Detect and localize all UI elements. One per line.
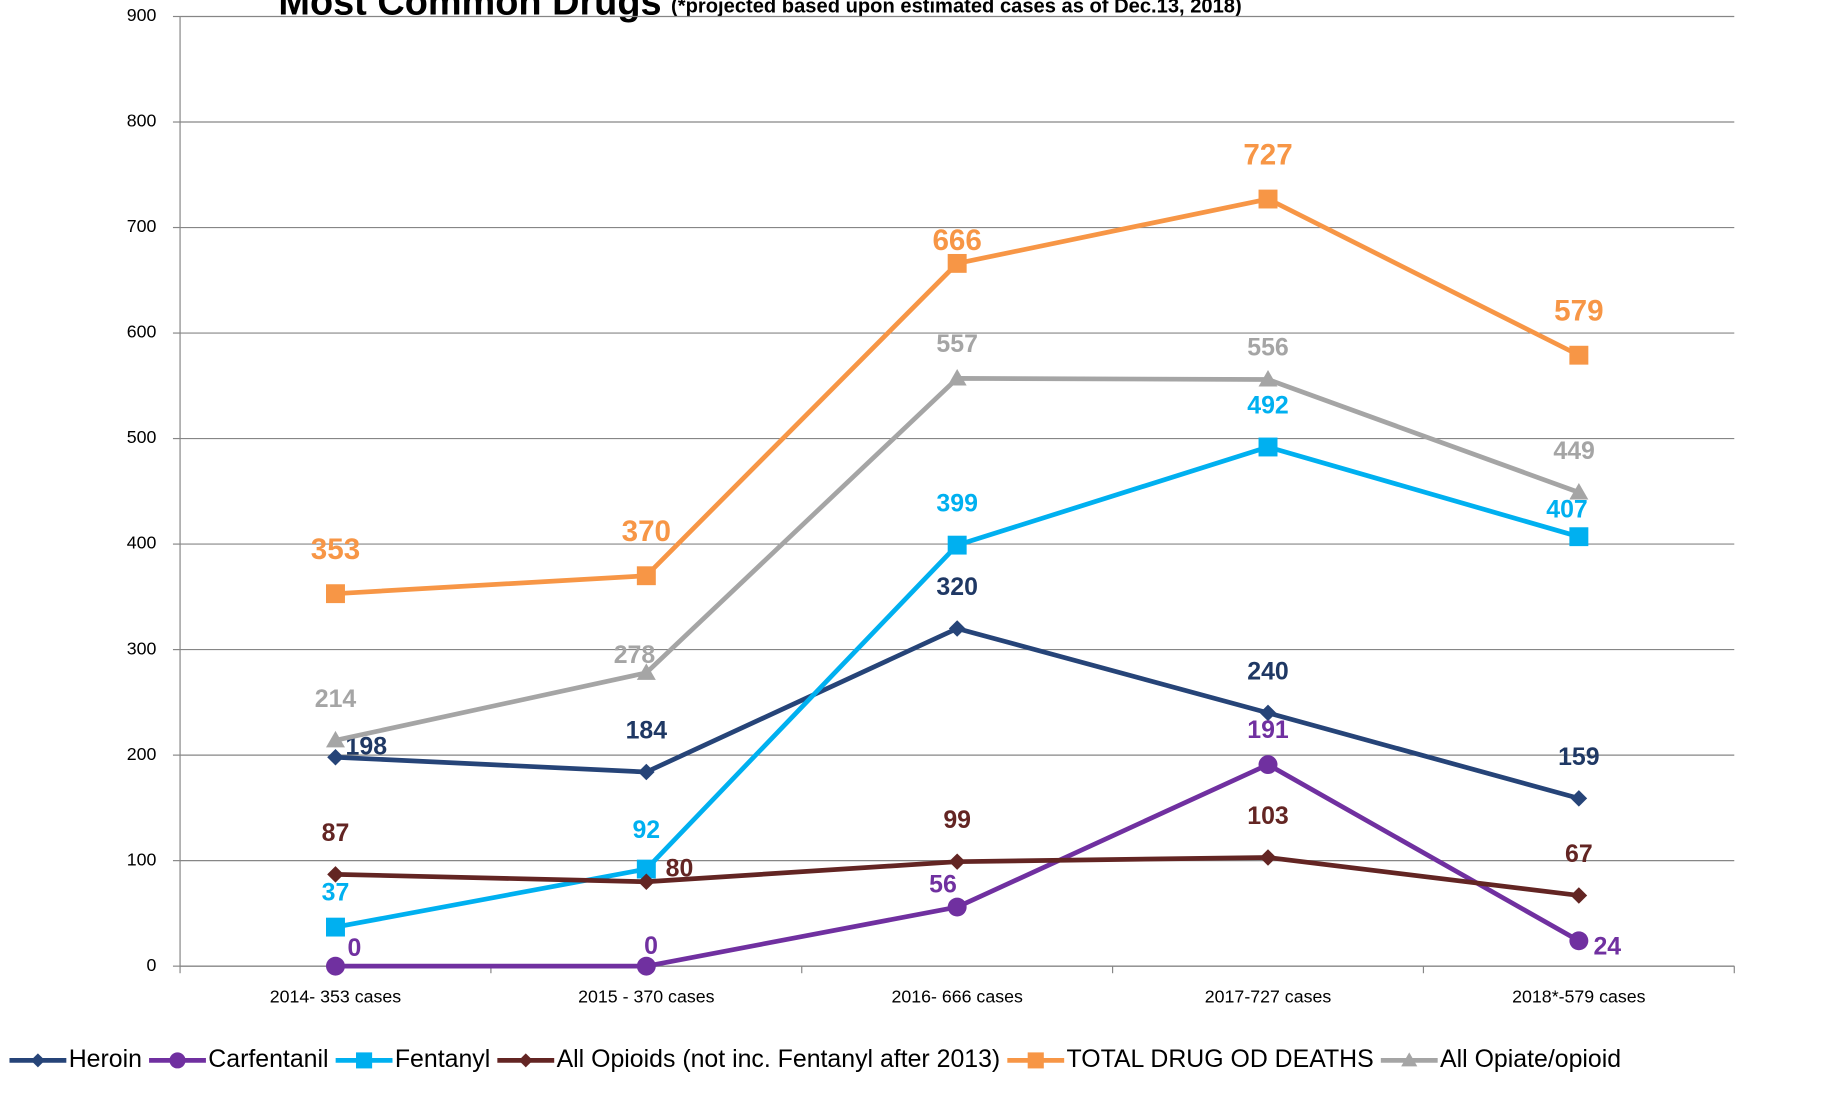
legend-label: All Opioids (not inc. Fentanyl after 201… <box>557 1046 1001 1073</box>
data-label: 37 <box>322 880 350 907</box>
data-label: 56 <box>929 871 957 898</box>
y-tick-label: 600 <box>127 322 157 342</box>
y-tick-label: 900 <box>127 5 157 25</box>
data-label: 557 <box>936 331 977 358</box>
marker <box>327 866 344 883</box>
y-tick-label: 300 <box>127 638 157 658</box>
data-label: 320 <box>936 574 977 601</box>
data-label: 579 <box>1554 295 1603 328</box>
chart-subtitle: (*projected based upon estimated cases a… <box>671 0 1242 17</box>
data-label: 99 <box>943 807 971 834</box>
marker <box>948 853 966 870</box>
marker <box>326 956 345 976</box>
series-line <box>334 376 1580 743</box>
data-label: 214 <box>315 686 357 713</box>
marker <box>1569 527 1589 547</box>
data-label: 727 <box>1243 138 1292 171</box>
legend-label: All Opiate/opioid <box>1440 1046 1621 1073</box>
marker <box>327 748 344 766</box>
data-label: 92 <box>632 817 660 844</box>
y-tick-label: 800 <box>127 111 157 131</box>
marker <box>948 620 966 637</box>
marker <box>1027 1052 1044 1069</box>
marker <box>326 584 345 604</box>
legend-label: Fentanyl <box>395 1046 490 1073</box>
y-tick-label: 200 <box>127 744 157 764</box>
marker <box>947 535 967 555</box>
marker <box>1258 755 1278 775</box>
legend-label: Heroin <box>69 1046 142 1073</box>
marker <box>636 663 656 680</box>
data-label: 191 <box>1247 717 1289 744</box>
marker <box>326 917 345 937</box>
data-label: 353 <box>311 533 360 566</box>
marker <box>636 566 656 586</box>
marker <box>1258 437 1278 457</box>
marker <box>1259 849 1277 866</box>
chart-title: Most Common Drugs <box>278 0 661 24</box>
series: 353 370 666 727 579 <box>311 138 1604 604</box>
x-tick-label: 2015 - 370 cases <box>578 987 714 1007</box>
marker <box>1570 790 1588 807</box>
marker <box>1569 931 1589 951</box>
marker <box>636 956 656 976</box>
marker <box>636 859 656 879</box>
marker <box>1259 704 1277 722</box>
x-tick-label: 2017-727 cases <box>1205 987 1332 1007</box>
marker <box>1569 345 1589 365</box>
marker <box>1258 370 1278 387</box>
marker <box>169 1052 186 1069</box>
legend: Heroin Carfentanil Fentanyl All Opioids (no… <box>9 1046 1621 1073</box>
data-label: 399 <box>936 491 977 518</box>
marker <box>947 253 967 273</box>
y-tick-label: 0 <box>146 955 156 975</box>
data-label: 184 <box>626 718 668 745</box>
y-tick-label: 100 <box>127 849 157 869</box>
data-label: 0 <box>348 935 362 962</box>
data-label: 0 <box>644 933 658 960</box>
data-label: 80 <box>666 856 694 883</box>
marker <box>947 897 967 917</box>
series: 214 278 557 556 449 <box>315 331 1595 748</box>
x-tick-label: 2016- 666 cases <box>891 987 1023 1007</box>
data-label: 67 <box>1565 841 1593 868</box>
x-tick-label: 2018*-579 cases <box>1512 987 1645 1007</box>
data-label: 87 <box>322 820 350 847</box>
marker <box>1258 189 1278 209</box>
data-label: 407 <box>1546 496 1587 523</box>
marker <box>638 763 655 781</box>
marker <box>947 368 967 386</box>
data-label: 24 <box>1593 933 1621 960</box>
marker <box>1401 1052 1418 1067</box>
data-label: 103 <box>1247 803 1288 830</box>
x-tick-label: 2014- 353 cases <box>270 987 402 1007</box>
data-label: 159 <box>1558 744 1599 771</box>
series: 87 80 99 103 67 <box>322 803 1593 904</box>
data-label: 666 <box>932 224 981 257</box>
data-label: 370 <box>622 515 671 548</box>
legend-label: Carfentanil <box>208 1046 328 1073</box>
y-tick-label: 500 <box>127 427 157 447</box>
y-tick-label: 700 <box>127 216 157 236</box>
series: 37 92 399 492 407 <box>322 393 1589 937</box>
series: 0 0 56 191 24 <box>326 717 1621 976</box>
data-label: 278 <box>614 642 656 669</box>
marker <box>326 730 345 748</box>
marker <box>518 1053 533 1068</box>
data-label: 556 <box>1247 334 1288 361</box>
series-line <box>335 626 1580 801</box>
data-label: 240 <box>1247 658 1288 685</box>
y-tick-label: 400 <box>127 533 157 553</box>
marker <box>356 1052 373 1069</box>
marker <box>1570 887 1588 904</box>
marker <box>30 1053 45 1068</box>
data-label: 492 <box>1247 393 1288 420</box>
marker <box>1569 482 1589 500</box>
data-label: 449 <box>1553 438 1594 465</box>
legend-label: TOTAL DRUG OD DEATHS <box>1067 1046 1374 1073</box>
